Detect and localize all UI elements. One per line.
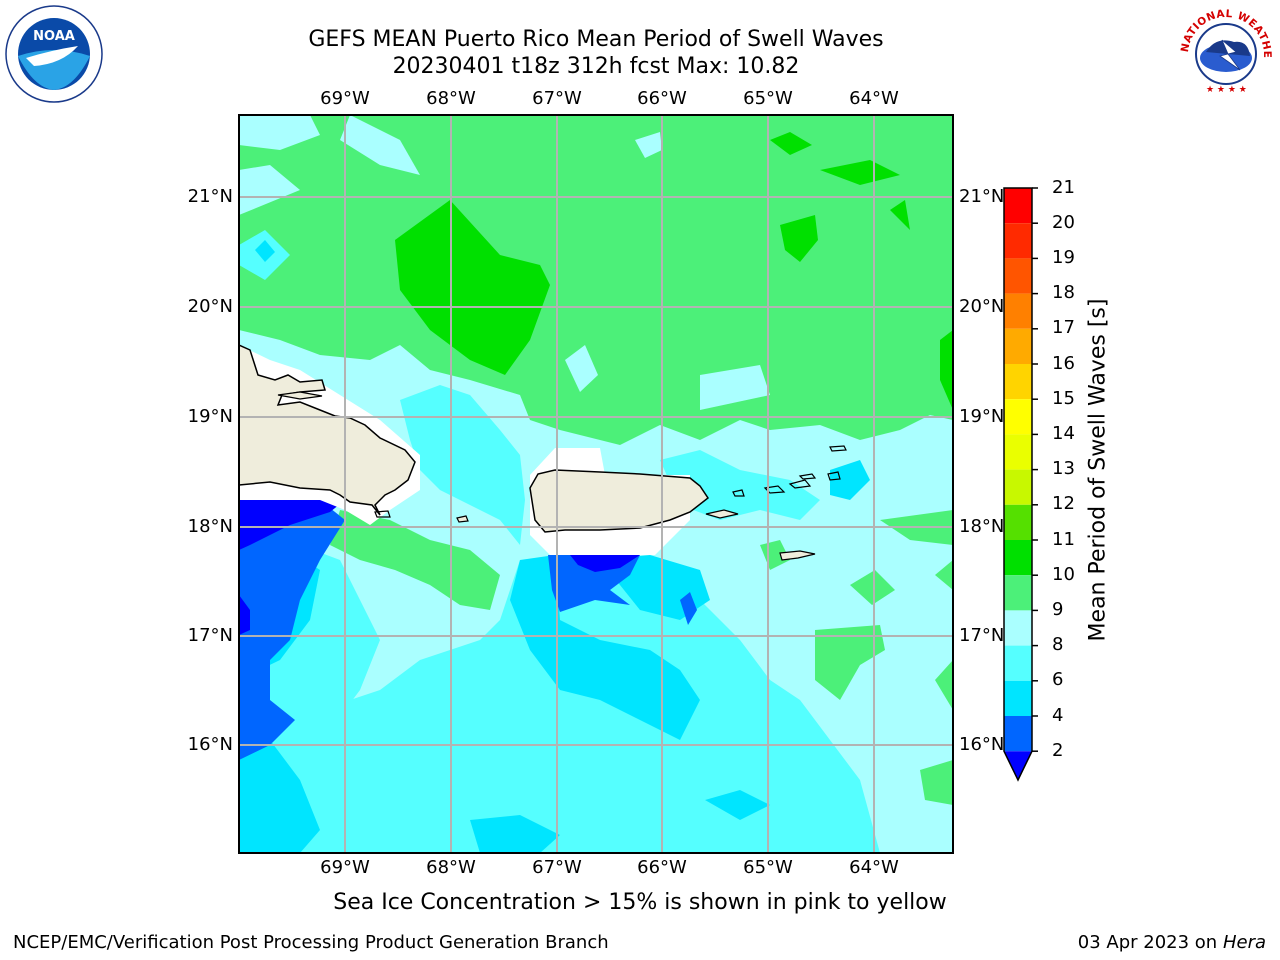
lat-tick-left: 16°N bbox=[187, 734, 233, 755]
lon-tick-bottom: 68°W bbox=[426, 857, 476, 878]
colorbar-tick-label: 14 bbox=[1052, 423, 1075, 444]
lon-tick-top: 68°W bbox=[426, 88, 476, 109]
colorbar-tick-label: 2 bbox=[1052, 740, 1064, 761]
lat-tick-left: 18°N bbox=[187, 516, 233, 537]
colorbar-tick-label: 9 bbox=[1052, 599, 1064, 620]
colorbar bbox=[1003, 187, 1038, 782]
map-subtitle: 20230401 t18z 312h fcst Max: 10.82 bbox=[392, 54, 800, 79]
lon-tick-top: 66°W bbox=[637, 88, 687, 109]
colorbar-tick-label: 20 bbox=[1052, 212, 1075, 233]
lon-tick-bottom: 66°W bbox=[637, 857, 687, 878]
lon-tick-top: 64°W bbox=[849, 88, 899, 109]
colorbar-tick-label: 11 bbox=[1052, 529, 1075, 550]
colorbar-tick-label: 21 bbox=[1052, 177, 1075, 198]
sea-ice-note: Sea Ice Concentration > 15% is shown in … bbox=[333, 890, 947, 915]
lon-tick-bottom: 64°W bbox=[849, 857, 899, 878]
noaa-logo: NOAA bbox=[4, 4, 104, 104]
swell-period-field bbox=[239, 115, 953, 853]
lat-tick-right: 19°N bbox=[959, 406, 1005, 427]
colorbar-tick-label: 6 bbox=[1052, 669, 1064, 690]
lon-tick-bottom: 67°W bbox=[532, 857, 582, 878]
colorbar-tick-label: 17 bbox=[1052, 317, 1075, 338]
lon-tick-bottom: 65°W bbox=[743, 857, 793, 878]
lat-tick-left: 20°N bbox=[187, 296, 233, 317]
lon-tick-top: 65°W bbox=[743, 88, 793, 109]
colorbar-overlay bbox=[1004, 188, 1032, 752]
colorbar-tick-label: 15 bbox=[1052, 388, 1075, 409]
lat-tick-right: 18°N bbox=[959, 516, 1005, 537]
lat-tick-left: 17°N bbox=[187, 625, 233, 646]
colorbar-tick-label: 13 bbox=[1052, 458, 1075, 479]
lat-tick-right: 20°N bbox=[959, 296, 1005, 317]
nws-logo: NATIONAL WEATHER SERVICE ★ ★ ★ ★ bbox=[1172, 0, 1280, 100]
lat-tick-right: 16°N bbox=[959, 734, 1005, 755]
colorbar-tick-label: 4 bbox=[1052, 705, 1064, 726]
colorbar-tick-label: 10 bbox=[1052, 564, 1075, 585]
footer-host: Hera bbox=[1222, 932, 1266, 953]
lat-tick-left: 19°N bbox=[187, 406, 233, 427]
colorbar-tick-label: 18 bbox=[1052, 282, 1075, 303]
colorbar-label: Mean Period of Swell Waves [s] bbox=[1085, 298, 1111, 642]
lat-tick-right: 21°N bbox=[959, 186, 1005, 207]
map-title: GEFS MEAN Puerto Rico Mean Period of Swe… bbox=[308, 27, 884, 52]
svg-text:★ ★ ★ ★: ★ ★ ★ ★ bbox=[1206, 85, 1247, 95]
lon-tick-top: 69°W bbox=[320, 88, 370, 109]
footer-left: NCEP/EMC/Verification Post Processing Pr… bbox=[13, 932, 609, 953]
colorbar-tick-label: 8 bbox=[1052, 634, 1064, 655]
colorbar-tick-label: 12 bbox=[1052, 493, 1075, 514]
lat-tick-left: 21°N bbox=[187, 186, 233, 207]
footer-date: 03 Apr 2023 on bbox=[1077, 932, 1223, 953]
lon-tick-top: 67°W bbox=[532, 88, 582, 109]
map-frame bbox=[238, 114, 954, 854]
footer-right: 03 Apr 2023 on Hera bbox=[1078, 932, 1266, 953]
lon-tick-bottom: 69°W bbox=[320, 857, 370, 878]
svg-text:NOAA: NOAA bbox=[33, 29, 75, 44]
colorbar-tick-label: 16 bbox=[1052, 353, 1075, 374]
graticule bbox=[239, 115, 953, 853]
colorbar-tick-label: 19 bbox=[1052, 247, 1075, 268]
lat-tick-right: 17°N bbox=[959, 625, 1005, 646]
